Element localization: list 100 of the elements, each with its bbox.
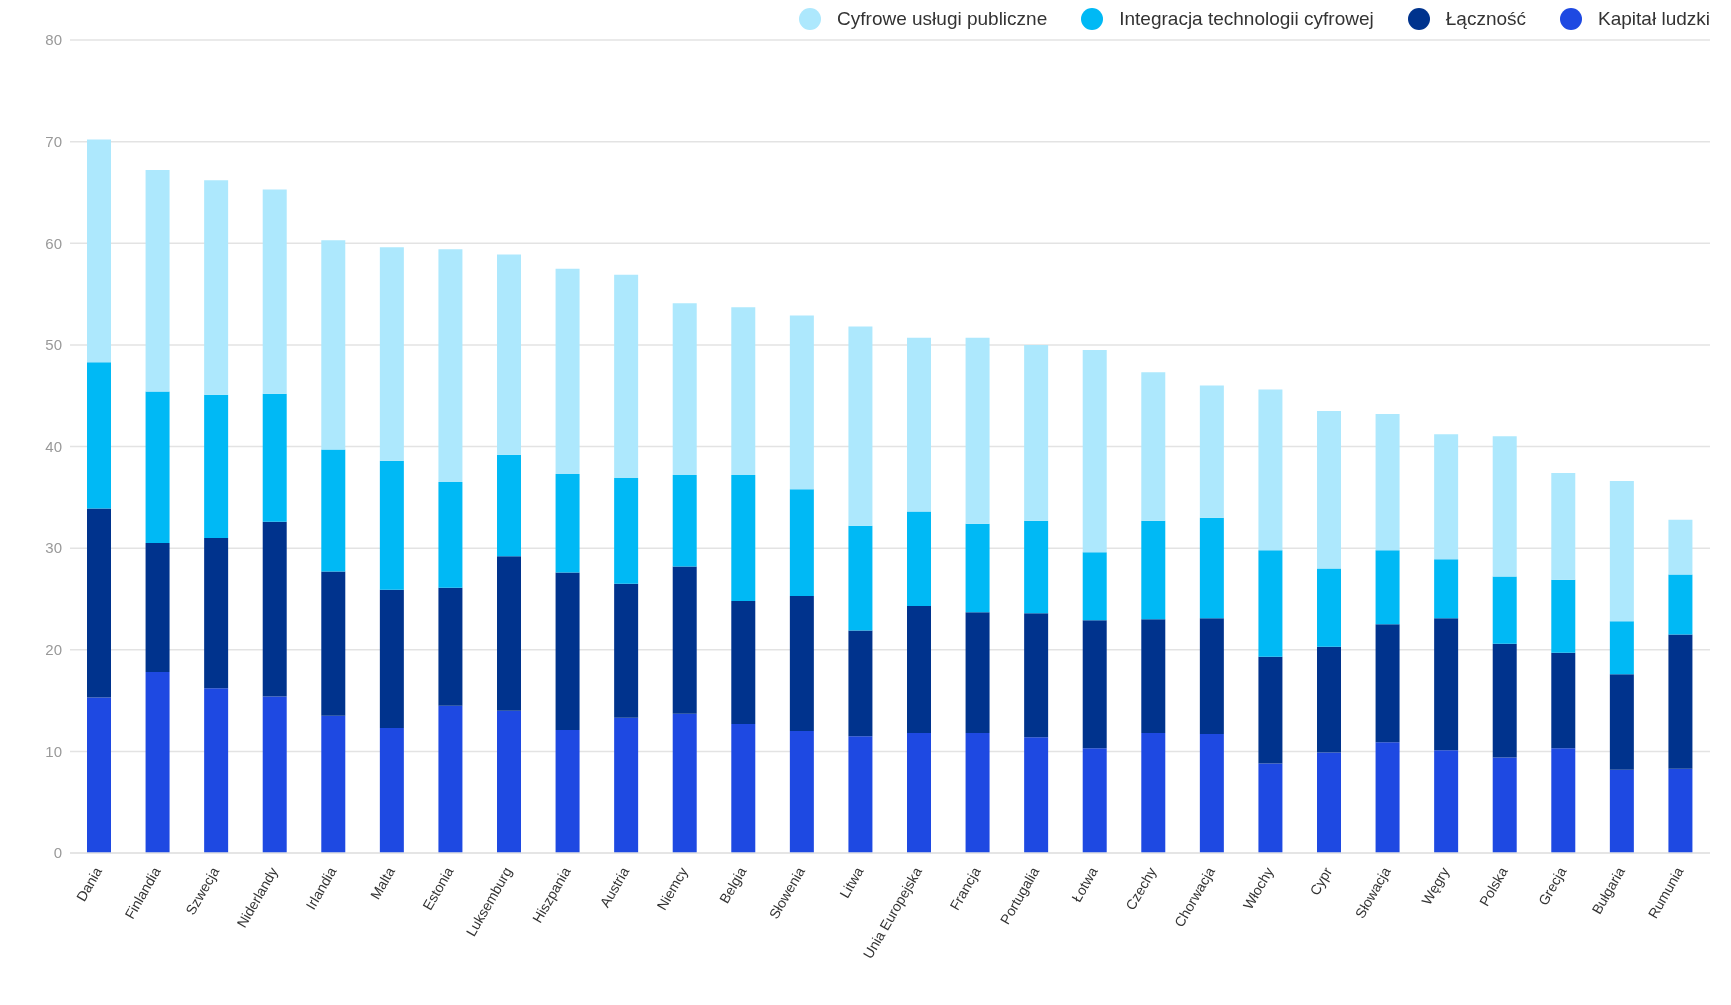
bar	[907, 511, 931, 607]
bar	[438, 587, 463, 706]
bar	[1199, 385, 1224, 518]
bar	[1551, 579, 1576, 653]
y-tick-label: 0	[53, 844, 62, 862]
bar	[379, 460, 404, 590]
bar	[1258, 389, 1283, 551]
bar	[321, 571, 346, 716]
bar	[1668, 574, 1693, 635]
bar	[438, 482, 463, 588]
bar	[1082, 748, 1107, 853]
bar	[145, 672, 170, 853]
legend-label: Łączność	[1445, 8, 1527, 30]
bar	[1082, 349, 1107, 553]
legend-label: Cyfrowe usługi publiczne	[837, 8, 1048, 30]
bar	[497, 454, 521, 557]
bar	[555, 730, 580, 853]
bar	[1434, 559, 1459, 619]
bar	[907, 733, 931, 853]
bar	[965, 337, 990, 524]
bar	[1609, 621, 1634, 675]
bar	[1551, 652, 1576, 749]
y-tick-label: 30	[45, 539, 62, 557]
bar	[1492, 757, 1517, 853]
y-tick-label: 60	[45, 234, 62, 252]
bar	[614, 274, 639, 478]
bar	[1082, 620, 1107, 749]
bar	[379, 728, 404, 853]
bar	[848, 736, 873, 853]
legend-label: Integracja technologii cyfrowej	[1119, 8, 1374, 30]
bar	[1375, 550, 1400, 625]
bar	[262, 521, 287, 697]
bar	[1375, 742, 1400, 853]
bar	[262, 696, 287, 853]
bar	[907, 606, 931, 734]
bar	[1141, 733, 1166, 853]
bar	[1609, 674, 1634, 770]
bar	[262, 393, 287, 522]
bar	[731, 474, 756, 601]
bar	[555, 268, 580, 474]
bar	[555, 473, 580, 573]
bar	[789, 731, 814, 853]
bar	[1199, 734, 1224, 853]
bar	[321, 715, 346, 853]
bar	[555, 572, 580, 731]
bar	[145, 543, 170, 673]
bar	[321, 240, 346, 450]
bar	[204, 537, 229, 689]
bar	[204, 180, 229, 395]
bar	[438, 249, 463, 483]
bar	[1024, 613, 1049, 738]
y-tick-label: 80	[45, 31, 62, 49]
bar	[1141, 520, 1166, 620]
bar	[262, 189, 287, 394]
bar	[848, 630, 873, 737]
bar	[1317, 752, 1341, 853]
bar	[1668, 519, 1693, 575]
bar	[1668, 768, 1693, 853]
bar	[1551, 748, 1576, 853]
bar	[1199, 517, 1224, 619]
bar	[1317, 568, 1341, 647]
bar	[731, 600, 756, 724]
bar	[672, 474, 697, 567]
bar	[1492, 436, 1517, 577]
bar	[87, 362, 111, 509]
bar	[789, 315, 814, 490]
bar	[731, 723, 756, 853]
bar	[1492, 643, 1517, 758]
bar	[965, 733, 990, 853]
bar	[848, 326, 873, 526]
bar	[789, 595, 814, 732]
bar	[497, 556, 521, 711]
bar	[1258, 763, 1283, 853]
bar	[1082, 552, 1107, 621]
bar	[731, 307, 756, 475]
bar	[1141, 619, 1166, 734]
bar	[1258, 656, 1283, 764]
bar	[379, 589, 404, 728]
bar	[848, 525, 873, 631]
bar	[1434, 434, 1459, 560]
bar	[614, 717, 639, 853]
bar	[672, 303, 697, 475]
bar	[1492, 576, 1517, 644]
y-tick-label: 10	[45, 742, 62, 760]
bar	[789, 489, 814, 596]
bar	[672, 566, 697, 714]
bar	[1024, 520, 1049, 614]
bar	[1609, 769, 1634, 853]
bar	[1024, 344, 1049, 521]
bar	[497, 710, 521, 853]
bar	[1375, 413, 1400, 551]
bar	[87, 508, 111, 698]
bar	[204, 394, 229, 538]
bar	[614, 478, 639, 584]
bar	[87, 139, 111, 363]
bar	[1199, 618, 1224, 735]
bar	[1668, 634, 1693, 769]
bar	[1434, 750, 1459, 853]
bar	[321, 449, 346, 572]
bar	[1609, 481, 1634, 622]
